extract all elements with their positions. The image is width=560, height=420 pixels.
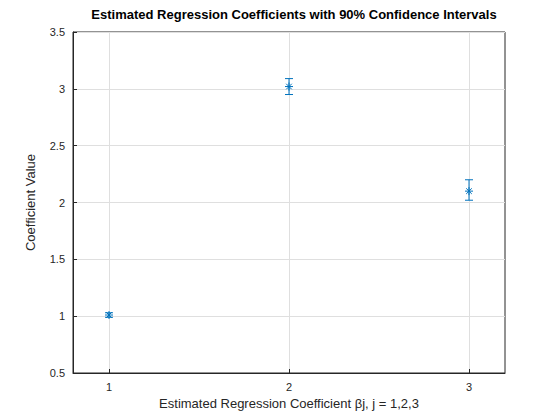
svg-text:3: 3 <box>59 83 65 95</box>
svg-text:Estimated Regression Coefficie: Estimated Regression Coefficients with 9… <box>91 7 496 22</box>
svg-text:1.5: 1.5 <box>50 253 65 265</box>
svg-text:Coefficient Value: Coefficient Value <box>23 154 38 251</box>
svg-text:3.5: 3.5 <box>50 26 65 38</box>
svg-text:2: 2 <box>286 381 292 393</box>
svg-text:2: 2 <box>59 197 65 209</box>
svg-text:2.5: 2.5 <box>50 140 65 152</box>
svg-text:Estimated Regression Coefficie: Estimated Regression Coefficient βj, j =… <box>159 396 419 411</box>
svg-text:1: 1 <box>106 381 112 393</box>
svg-text:1: 1 <box>59 310 65 322</box>
svg-text:3: 3 <box>466 381 472 393</box>
svg-text:0.5: 0.5 <box>50 367 65 379</box>
